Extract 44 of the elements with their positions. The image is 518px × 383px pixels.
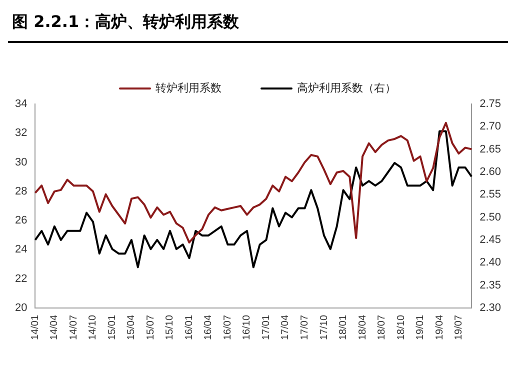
x-tick-label: 17/01	[260, 314, 272, 340]
x-tick-label: 14/07	[68, 314, 80, 340]
y2-tick-label: 2.35	[480, 279, 502, 292]
x-tick-label: 16/04	[203, 314, 214, 340]
y2-tick-label: 2.65	[480, 143, 502, 156]
y2-tick-label: 2.60	[480, 166, 502, 178]
x-tick-label: 18/01	[338, 314, 349, 340]
chart-title: 图 2.2.1：高炉、转炉利用系数	[8, 8, 508, 43]
x-tick-label: 14/04	[49, 314, 60, 340]
y2-tick-label: 2.55	[480, 188, 502, 201]
x-tick-label: 18/04	[357, 314, 368, 340]
x-tick-label: 16/07	[222, 314, 234, 340]
legend-label: 转炉利用系数	[156, 81, 222, 94]
y2-tick-label: 2.50	[480, 211, 502, 224]
y-tick-label: 34	[14, 98, 28, 110]
x-tick-label: 15/07	[145, 314, 156, 340]
x-tick-label: 19/01	[415, 314, 426, 340]
y-tick-label: 32	[14, 127, 28, 140]
x-tick-label: 19/04	[434, 314, 446, 340]
x-tick-label: 17/04	[280, 314, 292, 340]
y2-tick-label: 2.75	[480, 98, 502, 110]
x-tick-label: 18/10	[396, 314, 407, 340]
x-tick-label: 18/07	[376, 314, 388, 340]
x-tick-label: 16/01	[184, 314, 195, 340]
y-tick-label: 24	[14, 244, 28, 256]
y-tick-label: 22	[14, 272, 28, 285]
x-tick-label: 15/01	[106, 314, 118, 340]
y-tick-label: 30	[14, 156, 28, 168]
y-tick-label: 20	[14, 302, 28, 314]
y2-tick-label: 2.40	[480, 256, 502, 269]
y-tick-label: 28	[14, 185, 28, 198]
legend-label: 高炉利用系数（右）	[297, 81, 396, 94]
x-tick-label: 19/07	[454, 314, 465, 340]
x-tick-label: 17/10	[318, 314, 330, 340]
x-tick-label: 15/04	[126, 314, 138, 340]
x-tick-label: 14/01	[30, 314, 41, 340]
y2-tick-label: 2.30	[480, 302, 502, 314]
x-tick-label: 14/10	[88, 314, 99, 340]
y2-tick-label: 2.45	[480, 234, 502, 246]
x-tick-label: 17/07	[300, 314, 310, 340]
x-tick-label: 15/10	[164, 314, 176, 340]
y-tick-label: 26	[14, 214, 28, 227]
x-tick-label: 16/10	[242, 314, 253, 340]
y2-tick-label: 2.70	[480, 120, 502, 133]
